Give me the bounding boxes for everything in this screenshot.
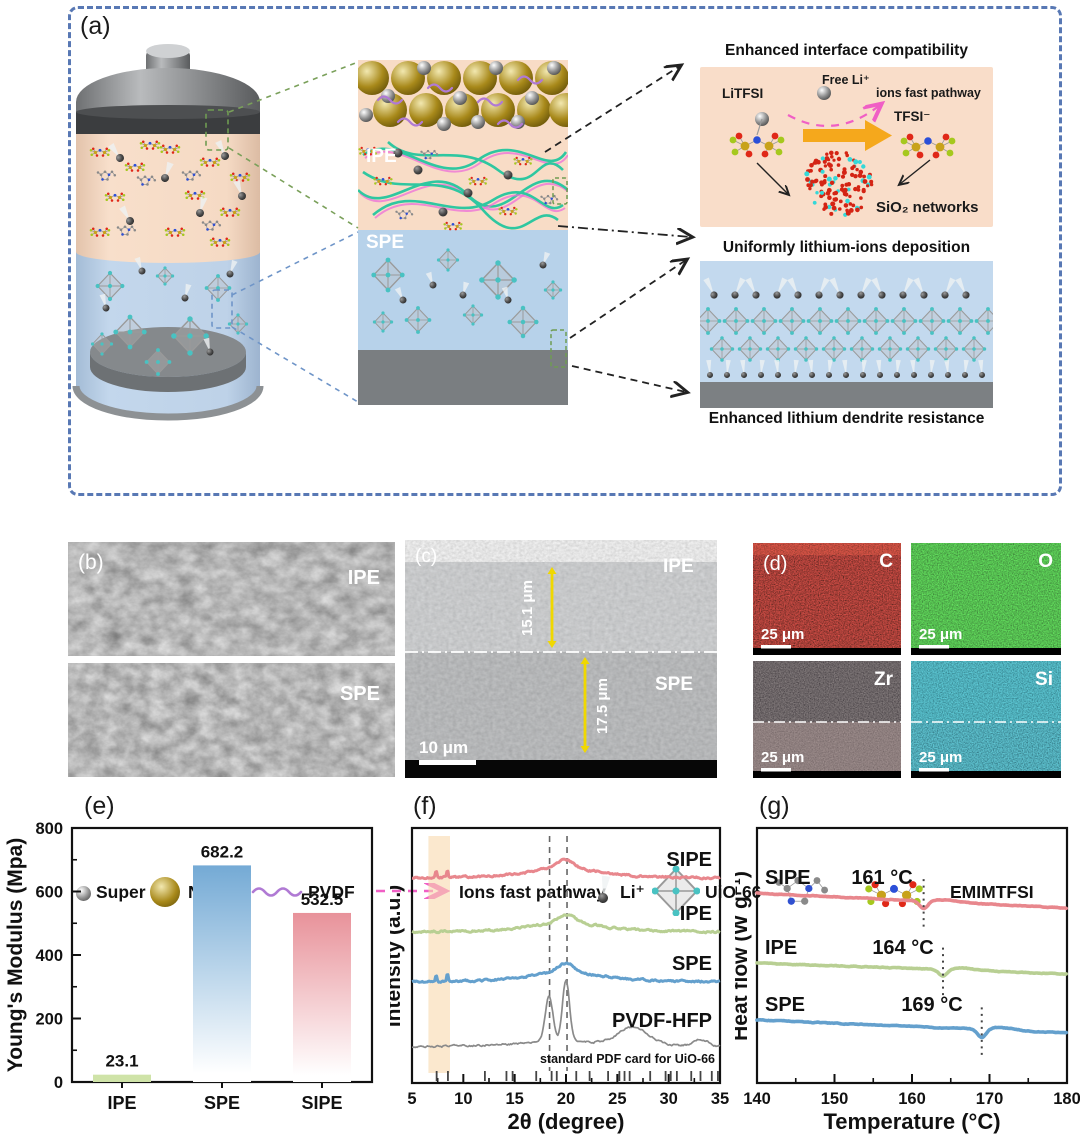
sio2-networks-label: SiO₂ networks [876, 199, 979, 216]
panel-d-scale-bar-label: 25 μm [919, 749, 962, 766]
uio66-octahedron-icon [652, 866, 700, 916]
panel-g-letter: (g) [759, 792, 790, 820]
x-tick-label: 140 [743, 1090, 771, 1108]
x-category-label: IPE [107, 1093, 136, 1113]
bar-value-label: 532.5 [301, 890, 344, 909]
electrolyte-layers-illustration [358, 60, 568, 405]
x-tick-label: 35 [711, 1090, 729, 1108]
panel-f-letter: (f) [413, 792, 437, 820]
mid-ipe-label: IPE [366, 146, 397, 167]
free-li-label: Free Li⁺ [822, 73, 870, 87]
legend-li: Li⁺ [620, 882, 645, 902]
pvdf-wave-icon [251, 887, 303, 897]
legend-ions-fast-pathway: Ions fast pathway [459, 882, 606, 902]
y-tick-label: 0 [54, 1074, 63, 1092]
panel-c-spe-label: SPE [655, 674, 693, 695]
series-label-IPE: IPE [680, 903, 712, 925]
x-tick-label: 10 [454, 1090, 472, 1108]
deposition-title: Uniformly lithium-ions deposition [722, 239, 971, 256]
panel-d-letter: (d) [763, 553, 787, 575]
panel-d-scale-bar-label: 25 μm [761, 626, 804, 643]
panel-d-element-Zr: Zr [874, 669, 894, 690]
panel-d-element-Si: Si [1035, 669, 1053, 690]
ni-rich-sphere-icon [150, 877, 180, 907]
x-tick-label: 150 [821, 1090, 849, 1108]
pdf-card-label: standard PDF card for UiO-66 [540, 1052, 715, 1066]
interface-compatibility-illustration [700, 67, 993, 227]
x-tick-label: 20 [557, 1090, 575, 1108]
mid-spe-label: SPE [366, 232, 405, 253]
x-tick-label: 160 [898, 1090, 926, 1108]
xrd-pattern-chart: 5 10 15 20 25 30 35 SIPE IPE SPE PVDF-HFP standard … [390, 826, 729, 1134]
panel-e-letter: (e) [84, 792, 115, 820]
x-tick-label: 180 [1053, 1090, 1080, 1108]
panel-a-dashed-border [68, 6, 1062, 496]
y-tick-label: 800 [35, 820, 63, 838]
tfsi-label: TFSI⁻ [894, 109, 931, 124]
x-axis-title: 2θ (degree) [507, 1109, 624, 1134]
panel-d-eds-map-si: Si 25 μm [911, 661, 1061, 778]
interface-title: Enhanced interface compatibility [725, 42, 968, 59]
panel-c-spe-thickness: 17.5 μm [594, 678, 611, 734]
bar-value-label: 682.2 [201, 842, 244, 861]
youngs-modulus-bar-chart: 0 200 400 600 800 23.1 IPE 682.2 SPE 532.5 SIPE You… [4, 820, 374, 1113]
peak-temp-label-IPE: 164 °C [872, 937, 933, 959]
litfsi-label: LiTFSI [722, 86, 764, 101]
legend-super-p: Super P [96, 882, 163, 902]
panel-d-eds-map-o: O 25 μm [911, 543, 1061, 655]
panel-d-element-C: C [879, 551, 893, 572]
panel-b-sem-images: (b) IPE SPE [68, 542, 395, 777]
battery-illustration [72, 44, 264, 421]
x-category-label: SPE [204, 1093, 240, 1113]
panel-c-scale-bar-label: 10 μm [419, 738, 468, 757]
panel-d-scale-bar-label: 25 μm [761, 749, 804, 766]
panel-d-scale-bar-label: 25 μm [919, 626, 962, 643]
dendrite-resistance-caption: Enhanced lithium dendrite resistance [708, 410, 985, 427]
panel-c-ipe-thickness: 15.1 μm [519, 580, 536, 636]
panel-d-eds-map-c: (d) C 25 μm [753, 543, 901, 655]
panel-c-ipe-label: IPE [663, 556, 694, 577]
bar-value-label: 23.1 [105, 1052, 138, 1071]
legend-row: Super P Ni-rich PVDF Ions fast pathway L… [0, 430, 1080, 916]
x-axis-title: Temperature (°C) [823, 1109, 1000, 1134]
panel-b-ipe-label: IPE [348, 567, 380, 589]
panel-c-letter: (c) [415, 546, 437, 567]
y-tick-label: 200 [35, 1011, 63, 1029]
series-label-SPE: SPE [765, 994, 805, 1016]
panel-d-element-O: O [1038, 551, 1053, 572]
legend-pvdf: PVDF [308, 882, 355, 902]
li-ion-comet-icon [598, 875, 611, 903]
x-tick-label: 30 [659, 1090, 677, 1108]
emimtfsi-molecule-icon [775, 876, 923, 908]
panel-b-spe-label: SPE [340, 683, 380, 705]
panel-d-eds-map-zr: Zr 25 μm [753, 661, 901, 778]
dsc-heat-flow-chart: 140 150 160 170 180 SIPE 161 °C IPE 164 °C SPE 169… [735, 826, 1080, 1134]
peak-temp-label-SIPE: 161 °C [851, 867, 912, 889]
panel-c-cross-section-sem: (c) IPE SPE 15.1 μm 17.5 μm 10 μm [405, 540, 717, 778]
y-axis-title: Heat flow (W g⁻¹) [735, 871, 752, 1041]
panel-b-letter: (b) [78, 551, 104, 574]
y-tick-label: 400 [35, 947, 63, 965]
lithium-deposition-illustration [700, 261, 993, 408]
x-category-label: SIPE [301, 1093, 342, 1113]
series-label-SPE: SPE [672, 953, 712, 975]
x-tick-label: 25 [608, 1090, 626, 1108]
series-label-SIPE: SIPE [666, 849, 712, 871]
series-label-IPE: IPE [765, 937, 797, 959]
x-tick-label: 15 [505, 1090, 523, 1108]
y-axis-title: Young's Modulus (Mpa) [4, 838, 27, 1072]
x-tick-label: 170 [976, 1090, 1004, 1108]
legend-emimtfsi: EMIMTFSI [950, 882, 1034, 902]
y-axis-title: Intensity (a.u.) [390, 885, 405, 1027]
panel-a-letter: (a) [80, 12, 111, 40]
series-label-SIPE: SIPE [765, 867, 811, 889]
series-label-PVDF-HFP: PVDF-HFP [612, 1010, 712, 1032]
y-tick-label: 600 [35, 884, 63, 902]
peak-temp-label-SPE: 169 °C [901, 994, 962, 1016]
ions-fast-pathway-label: ions fast pathway [876, 86, 981, 100]
super-p-sphere-icon [76, 886, 91, 901]
x-tick-label: 5 [407, 1090, 416, 1108]
